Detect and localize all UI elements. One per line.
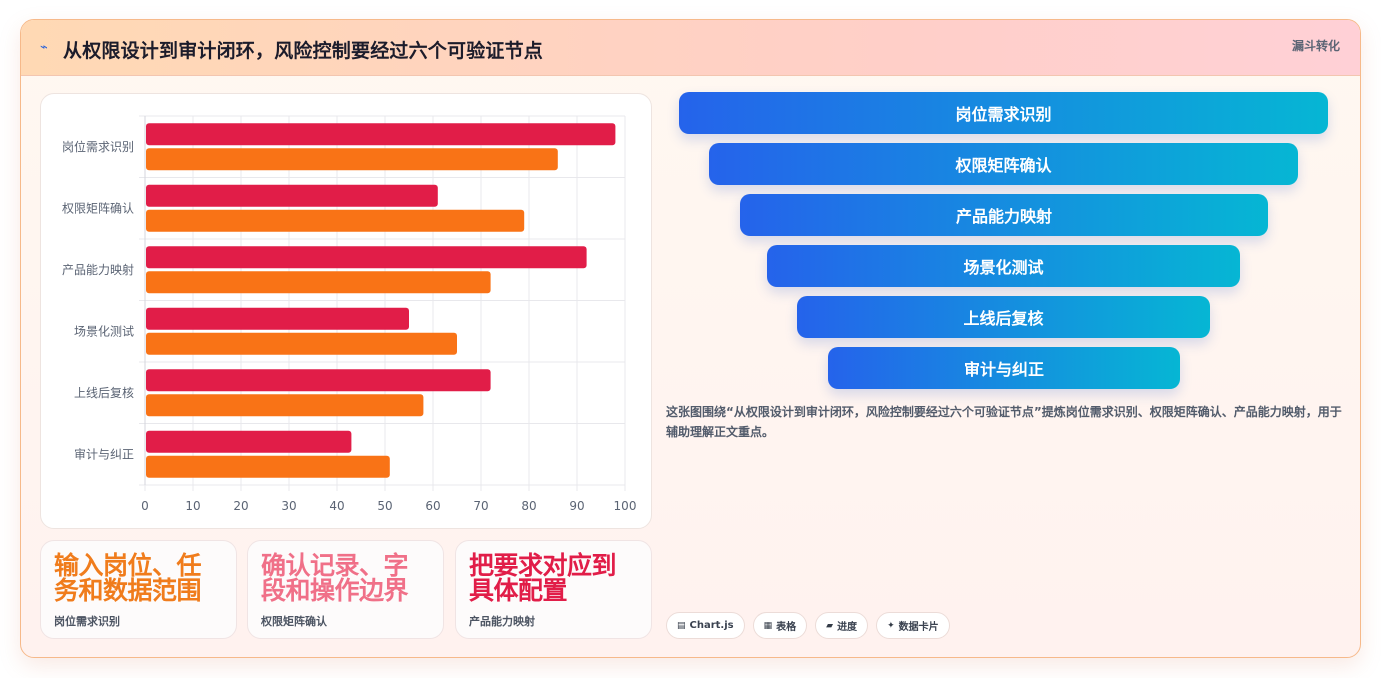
x-tick-label: 90 (569, 499, 584, 513)
funnel-step-3: 产品能力映射 (740, 194, 1268, 236)
x-tick-label: 50 (377, 499, 392, 513)
card-header: ⌁ 从权限设计到审计闭环，风险控制要经过六个可验证节点 漏斗转化 (21, 20, 1360, 76)
tile-headline: 确认记录、字段和操作边界 (261, 551, 409, 605)
tile-headline: 把要求对应到具体配置 (469, 551, 617, 605)
bar (146, 394, 424, 417)
funnel-step-1: 岗位需求识别 (679, 92, 1328, 134)
table-chip[interactable]: ▦ 表格 (752, 612, 808, 639)
summary-tile-2: 确认记录、字段和操作边界 权限矩阵确认 (247, 540, 444, 639)
bar (146, 209, 525, 232)
chip-label: Chart.js (689, 620, 734, 631)
chartjs-chip[interactable]: ▤ Chart.js (666, 612, 745, 639)
chart-type-tag: 漏斗转化 (1291, 39, 1340, 53)
progress-icon: ▰ (826, 620, 834, 631)
y-tick-label: 岗位需求识别 (62, 139, 134, 154)
bar (146, 369, 491, 392)
chip-label: 进度 (837, 622, 858, 633)
y-tick-label: 场景化测试 (74, 323, 134, 338)
chip-row: ▤ Chart.js ▦ 表格 ▰ 进度 ✦ 数据卡片 (666, 612, 950, 639)
y-tick-label: 产品能力映射 (62, 262, 134, 277)
funnel-step-4: 场景化测试 (767, 245, 1240, 287)
tile-caption: 权限矩阵确认 (261, 615, 327, 628)
x-tick-label: 20 (233, 499, 248, 513)
bar (146, 430, 352, 453)
funnel-step-5: 上线后复核 (797, 296, 1210, 338)
page-title: 从权限设计到审计闭环，风险控制要经过六个可验证节点 (63, 40, 544, 62)
bar (146, 271, 491, 294)
data-card-chip[interactable]: ✦ 数据卡片 (876, 612, 950, 639)
main-card: ⌁ 从权限设计到审计闭环，风险控制要经过六个可验证节点 漏斗转化 0 10 20 30… (20, 19, 1361, 658)
summary-tile-3: 把要求对应到具体配置 产品能力映射 (455, 540, 652, 639)
y-tick-label: 权限矩阵确认 (62, 201, 134, 215)
x-tick-label: 0 (141, 499, 149, 513)
chart-icon: ▤ (677, 620, 686, 631)
data-card-icon: ✦ (887, 620, 895, 631)
x-tick-label: 80 (521, 499, 536, 513)
bar (146, 246, 587, 269)
summary-tile-1: 输入岗位、任务和数据范围 岗位需求识别 (40, 540, 237, 639)
progress-chip[interactable]: ▰ 进度 (815, 612, 869, 639)
bar (146, 455, 390, 478)
bar (146, 184, 438, 207)
x-tick-label: 70 (473, 499, 488, 513)
bar (146, 148, 558, 171)
chip-label: 表格 (776, 622, 797, 633)
x-tick-label: 10 (185, 499, 200, 513)
tile-headline: 输入岗位、任务和数据范围 (54, 551, 202, 605)
table-icon: ▦ (763, 620, 773, 631)
sparkle-icon: ⌁ (40, 40, 48, 55)
funnel-step-2: 权限矩阵确认 (709, 143, 1298, 185)
chart-description: 这张图围绕“从权限设计到审计闭环，风险控制要经过六个可验证节点”提炼岗位需求识别… (666, 405, 1342, 439)
y-tick-label: 上线后复核 (74, 386, 134, 400)
chip-label: 数据卡片 (898, 622, 939, 633)
bar-chart: 0 10 20 30 40 50 60 70 80 90 100 岗位需求识别权限矩阵确认产品能力映射… (62, 115, 637, 513)
tile-caption: 产品能力映射 (469, 615, 535, 628)
x-tick-label: 30 (281, 499, 296, 513)
bar-chart-panel: 0 10 20 30 40 50 60 70 80 90 100 岗位需求识别 权限矩阵确认 产品能力映射… (40, 93, 652, 529)
funnel-step-6: 审计与纠正 (828, 347, 1180, 389)
x-tick-label: 40 (329, 499, 344, 513)
bar (146, 332, 457, 355)
tile-caption: 岗位需求识别 (54, 615, 120, 628)
bar (146, 307, 409, 330)
y-tick-label: 审计与纠正 (74, 446, 134, 461)
x-tick-label: 100 (614, 499, 637, 513)
bar (146, 123, 616, 146)
x-tick-label: 60 (425, 499, 440, 513)
